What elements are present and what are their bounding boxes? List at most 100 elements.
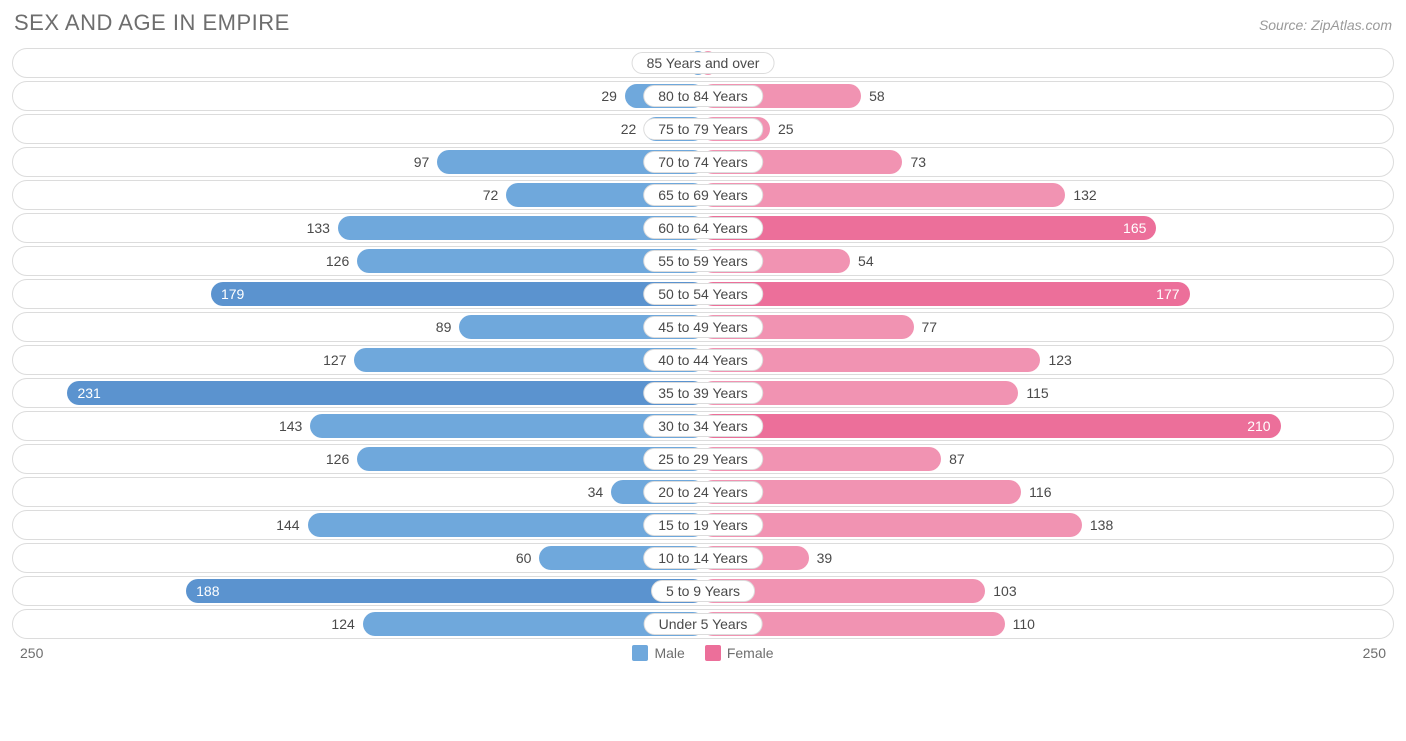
age-group-label: 70 to 74 Years <box>643 151 763 173</box>
male-bar: 231 <box>67 381 705 405</box>
pyramid-row: 1881035 to 9 Years <box>12 576 1394 606</box>
legend-swatch-male <box>632 645 648 661</box>
male-value: 97 <box>414 154 430 170</box>
age-group-label: 65 to 69 Years <box>643 184 763 206</box>
pyramid-row: 17917750 to 54 Years <box>12 279 1394 309</box>
female-bar: 210 <box>701 414 1281 438</box>
female-value: 165 <box>1123 220 1146 236</box>
male-half: 231 <box>15 381 705 405</box>
female-half: 132 <box>701 183 1391 207</box>
male-half: 72 <box>15 183 705 207</box>
male-value: 34 <box>588 484 604 500</box>
pyramid-row: 231 115 35 to 39 Years <box>12 378 1394 408</box>
pyramid-row: 0085 Years and over <box>12 48 1394 78</box>
male-value: 124 <box>331 616 354 632</box>
legend-label-male: Male <box>654 645 684 661</box>
female-value: 177 <box>1156 286 1179 302</box>
male-value: 133 <box>307 220 330 236</box>
pyramid-row: 126 54 55 to 59 Years <box>12 246 1394 276</box>
female-value: 115 <box>1026 385 1048 401</box>
male-half: 60 <box>15 546 705 570</box>
female-value: 138 <box>1090 517 1113 533</box>
pyramid-row: 34 116 20 to 24 Years <box>12 477 1394 507</box>
female-value: 103 <box>993 583 1016 599</box>
male-value: 29 <box>601 88 617 104</box>
female-half: 116 <box>701 480 1391 504</box>
male-value: 144 <box>276 517 299 533</box>
female-value: 87 <box>949 451 965 467</box>
age-group-label: 20 to 24 Years <box>643 481 763 503</box>
female-half: 39 <box>701 546 1391 570</box>
chart-legend: Male Female <box>632 645 773 661</box>
female-value: 25 <box>778 121 794 137</box>
male-value: 127 <box>323 352 346 368</box>
female-half: 123 <box>701 348 1391 372</box>
female-bar: 177 <box>701 282 1190 306</box>
male-value: 179 <box>221 286 244 302</box>
male-value: 72 <box>483 187 499 203</box>
female-half: 110 <box>701 612 1391 636</box>
legend-swatch-female <box>705 645 721 661</box>
male-value: 126 <box>326 451 349 467</box>
male-half: 124 <box>15 612 705 636</box>
female-value: 116 <box>1029 484 1051 500</box>
female-half: 165 <box>701 216 1391 240</box>
chart-header: SEX AND AGE IN EMPIRE Source: ZipAtlas.c… <box>12 10 1394 36</box>
male-half: 133 <box>15 216 705 240</box>
age-group-label: 35 to 39 Years <box>643 382 763 404</box>
female-value: 77 <box>922 319 938 335</box>
male-half: 144 <box>15 513 705 537</box>
pyramid-row: 143 210 30 to 34 Years <box>12 411 1394 441</box>
female-half: 115 <box>701 381 1391 405</box>
female-value: 110 <box>1013 616 1035 632</box>
legend-label-female: Female <box>727 645 774 661</box>
female-value: 210 <box>1247 418 1270 434</box>
male-value: 143 <box>279 418 302 434</box>
age-group-label: 80 to 84 Years <box>643 85 763 107</box>
female-value: 54 <box>858 253 874 269</box>
female-half: 103 <box>701 579 1391 603</box>
age-group-label: 30 to 34 Years <box>643 415 763 437</box>
chart-source: Source: ZipAtlas.com <box>1259 17 1392 33</box>
female-value: 73 <box>910 154 926 170</box>
legend-item-male: Male <box>632 645 684 661</box>
age-group-label: 40 to 44 Years <box>643 349 763 371</box>
pyramid-row: 97 73 70 to 74 Years <box>12 147 1394 177</box>
pyramid-row: 133 165 60 to 64 Years <box>12 213 1394 243</box>
axis-max-left: 250 <box>20 645 43 661</box>
male-half: 29 <box>15 84 705 108</box>
age-group-label: 55 to 59 Years <box>643 250 763 272</box>
male-half: 126 <box>15 249 705 273</box>
female-value: 58 <box>869 88 885 104</box>
male-half: 89 <box>15 315 705 339</box>
female-half: 138 <box>701 513 1391 537</box>
chart-footer: 250 Male Female 250 <box>12 645 1394 661</box>
male-half: 179 <box>15 282 705 306</box>
male-half: 188 <box>15 579 705 603</box>
age-group-label: 15 to 19 Years <box>643 514 763 536</box>
female-half: 54 <box>701 249 1391 273</box>
female-half: 177 <box>701 282 1391 306</box>
legend-item-female: Female <box>705 645 774 661</box>
female-half: 58 <box>701 84 1391 108</box>
female-value: 132 <box>1073 187 1096 203</box>
pyramid-row: 127 123 40 to 44 Years <box>12 345 1394 375</box>
female-half: 73 <box>701 150 1391 174</box>
axis-max-right: 250 <box>1363 645 1386 661</box>
pyramid-row: 603910 to 14 Years <box>12 543 1394 573</box>
male-value: 231 <box>77 385 100 401</box>
male-half: 34 <box>15 480 705 504</box>
female-value: 39 <box>817 550 833 566</box>
age-group-label: 75 to 79 Years <box>643 118 763 140</box>
male-value: 60 <box>516 550 532 566</box>
pyramid-row: 1268725 to 29 Years <box>12 444 1394 474</box>
age-group-label: Under 5 Years <box>644 613 763 635</box>
chart-title: SEX AND AGE IN EMPIRE <box>14 10 290 36</box>
female-value: 123 <box>1048 352 1071 368</box>
pyramid-row: 897745 to 49 Years <box>12 312 1394 342</box>
male-half: 22 <box>15 117 705 141</box>
male-half: 97 <box>15 150 705 174</box>
age-group-label: 60 to 64 Years <box>643 217 763 239</box>
male-value: 126 <box>326 253 349 269</box>
female-bar: 165 <box>701 216 1156 240</box>
